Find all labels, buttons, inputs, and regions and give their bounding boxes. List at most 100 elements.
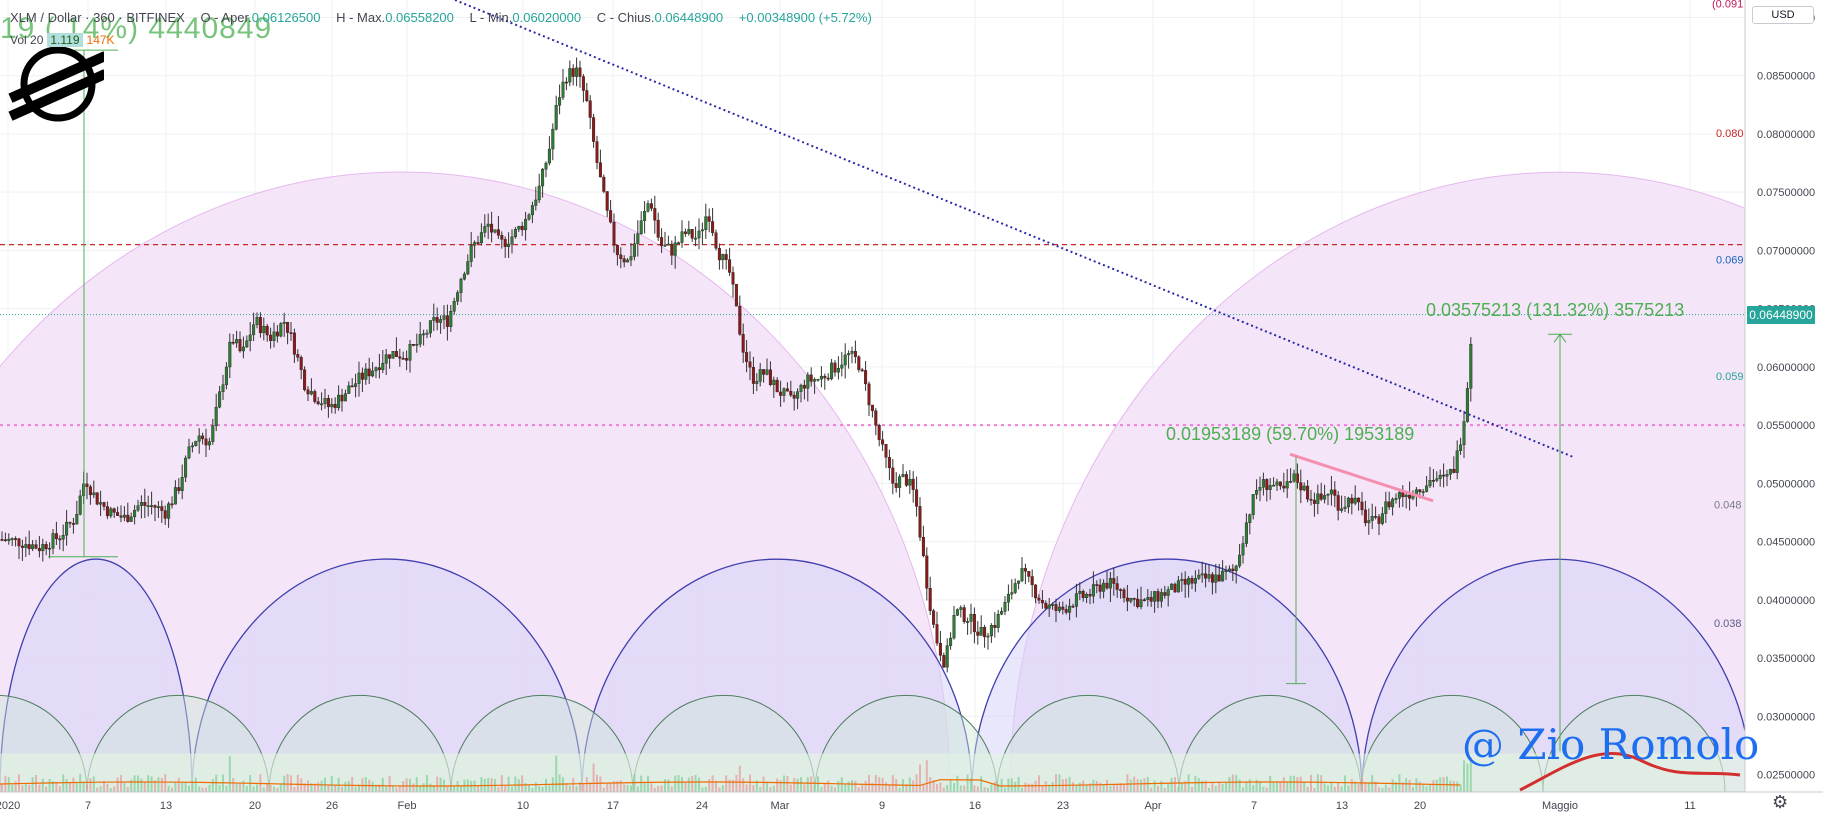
symbol-title[interactable]: XLM / Dollar · 360 · BITFINEX (10, 10, 185, 25)
volume-bar (120, 774, 122, 792)
volume-bar (1469, 757, 1472, 792)
volume-bar (1350, 779, 1353, 792)
candle-body (428, 320, 432, 334)
candle-body (707, 216, 711, 222)
volume-ma-line (0, 779, 1461, 787)
candle-body (809, 374, 813, 382)
candle-body (214, 406, 218, 426)
time-tick-label: 20 (1414, 800, 1426, 812)
candle-body (54, 533, 58, 539)
candle-body (1380, 513, 1384, 524)
volume-bar (439, 777, 442, 792)
author-watermark: @ Zio Romolo (1462, 720, 1760, 769)
volume-bar (803, 784, 806, 792)
candle-body (190, 445, 194, 448)
currency-button[interactable]: USD (1752, 6, 1814, 24)
candle-body (204, 438, 208, 446)
time-tick-label: 20 (249, 800, 261, 812)
gear-icon[interactable]: ⚙ (1772, 792, 1789, 812)
candle-body (697, 230, 701, 239)
candle-body (146, 505, 150, 508)
volume-bar (745, 784, 748, 792)
candle-body (500, 235, 504, 240)
candle-body (177, 487, 181, 491)
watermark-squiggle (1519, 751, 1741, 792)
price-tick-label: 0.02500000 (1757, 770, 1815, 782)
volume-bar (1238, 779, 1241, 792)
candle-body (636, 233, 640, 244)
candle-body (605, 191, 609, 211)
candle-body (459, 278, 463, 293)
volume-bar (572, 778, 575, 792)
volume-bar (1201, 780, 1204, 792)
candle-body (649, 203, 653, 209)
candle-body (231, 341, 235, 344)
candle-body (918, 506, 922, 538)
candle-body (112, 508, 116, 513)
volume-bar (762, 776, 765, 792)
volume-bar (742, 778, 745, 792)
volume-bar (126, 787, 129, 792)
volume-bar (806, 777, 809, 792)
volume-bar (432, 785, 435, 792)
volume-bar (354, 786, 357, 792)
candle-body (1448, 468, 1452, 475)
time-tick-label: 23 (1057, 800, 1069, 812)
volume-bar (198, 786, 201, 792)
volume-bar (1021, 787, 1023, 792)
volume-bar (970, 778, 972, 792)
volume-bar (1225, 782, 1227, 792)
volume-bar (1405, 778, 1408, 792)
volume-bar (956, 775, 959, 792)
volume-bar (1330, 782, 1333, 792)
candle-body (469, 245, 473, 262)
candle-body (850, 351, 854, 354)
price-tick-label: 0.05000000 (1757, 478, 1815, 490)
volume-bar (1041, 784, 1044, 792)
candle-body (585, 90, 589, 102)
volume-bar (188, 785, 190, 792)
measure-label-1: 0.01953189 (59.70%) 1953189 (1166, 424, 1415, 444)
volume-bar (1027, 783, 1030, 792)
candle-body (330, 404, 334, 408)
candle-body (1057, 606, 1061, 611)
candle-body (1051, 604, 1055, 606)
volume-bar (847, 781, 850, 792)
volume-bar (786, 776, 789, 792)
candle-body (211, 425, 215, 442)
candle-body (1156, 591, 1160, 602)
volume-bar (453, 785, 456, 792)
time-tick-label: 24 (696, 800, 708, 812)
candle-body (449, 311, 453, 327)
volume-bar (772, 785, 775, 792)
candle-body (1445, 474, 1449, 477)
volume-bar (616, 781, 619, 792)
volume-bar (375, 784, 377, 792)
candle-body (802, 384, 806, 389)
volume-bar (949, 779, 952, 792)
candle-body (507, 243, 511, 247)
candle-body (34, 544, 38, 549)
volume-bar (681, 776, 683, 792)
candle-body (1353, 497, 1357, 504)
candle-body (1299, 482, 1303, 491)
volume-bar (626, 785, 629, 792)
candle-body (490, 223, 494, 233)
volume-bar (184, 782, 187, 792)
volume-bar (1459, 784, 1462, 792)
candle-body (806, 374, 810, 389)
volume-bar (1051, 781, 1054, 792)
volume-bar (735, 774, 738, 792)
candle-body (1081, 591, 1085, 598)
candle-body (1125, 597, 1129, 602)
time-tick-label: 10 (517, 800, 529, 812)
candle-body (870, 404, 874, 411)
volume-bar (313, 783, 316, 792)
volume-bar (511, 786, 513, 792)
candle-body (541, 168, 545, 187)
candle-body (830, 362, 834, 380)
candle-body (877, 425, 881, 440)
volume-bar (239, 782, 241, 792)
volume-bar (320, 780, 323, 792)
